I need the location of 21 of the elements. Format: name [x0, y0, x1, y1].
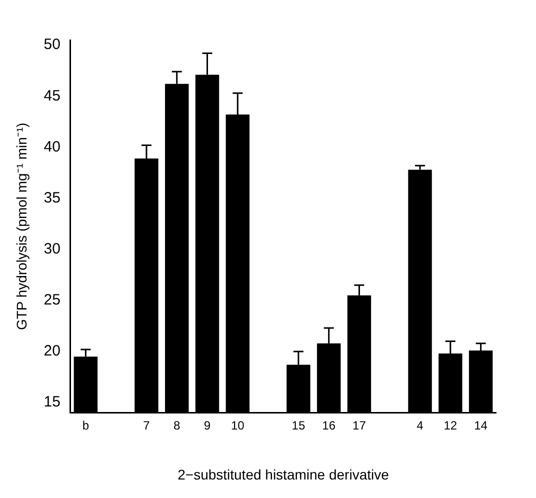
x-tick-label: 7 — [143, 418, 150, 432]
x-tick-label: 12 — [444, 418, 458, 432]
y-tick-label: 35 — [44, 189, 60, 206]
y-tick-label: 25 — [44, 292, 60, 309]
x-tick-label: 17 — [352, 418, 366, 432]
x-axis-title: 2−substituted histamine derivative — [178, 466, 390, 482]
x-tick-label: 16 — [322, 418, 336, 432]
y-tick-label: 15 — [44, 394, 60, 411]
x-tick-label: 10 — [230, 418, 245, 432]
y-tick-label: 45 — [44, 87, 60, 104]
x-tick-label: 4 — [416, 418, 424, 432]
x-tick-label: 14 — [474, 418, 488, 432]
x-tick-label: 9 — [204, 418, 211, 432]
x-tick-label: 8 — [174, 418, 181, 432]
y-tick-label: 50 — [44, 36, 60, 54]
x-tick-label: 15 — [292, 418, 306, 432]
y-axis-title: GTP hydrolysis (pmol mg⁻¹ min⁻¹) — [13, 122, 30, 330]
x-tick-label: b — [82, 418, 90, 432]
y-tick-label: 40 — [44, 138, 60, 156]
y-tick-label: 30 — [44, 240, 60, 258]
y-tick-label: 20 — [44, 342, 60, 360]
